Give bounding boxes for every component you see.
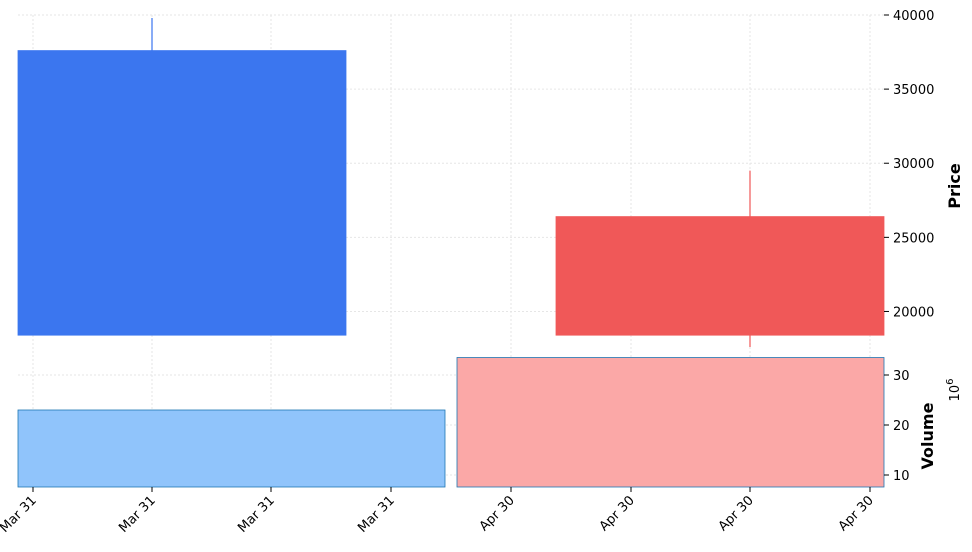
- volume-exponent-label: 106: [945, 379, 963, 402]
- volume-bar-0: [17, 409, 446, 488]
- price-tick-label-1: 25000: [893, 231, 934, 246]
- candle-body-1: [555, 216, 885, 336]
- volume-bar-1: [456, 357, 885, 488]
- price-tick-label-4: 40000: [893, 9, 934, 24]
- x-tick-label-1: Mar 31: [116, 493, 159, 536]
- volume-tick-label-0: 10: [893, 469, 910, 484]
- volume-axis-label: Volume: [918, 402, 937, 469]
- price-axis-label: Price: [945, 163, 964, 209]
- volume-tick-label-2: 30: [893, 369, 910, 384]
- volume-exponent-base: 10: [948, 385, 963, 402]
- x-tick-label-5: Apr 30: [597, 493, 638, 534]
- volume-tick-label-1: 20: [893, 419, 910, 434]
- volume-exponent-power: 6: [945, 379, 956, 385]
- x-tick-label-7: Apr 30: [836, 493, 877, 534]
- x-tick-label-0: Mar 31: [0, 493, 40, 536]
- volume-panel: [17, 357, 885, 488]
- x-tick-label-3: Mar 31: [355, 493, 398, 536]
- price-tick-label-2: 30000: [893, 157, 934, 172]
- candle-body-0: [17, 50, 347, 336]
- price-panel: [17, 17, 885, 348]
- price-tick-label-0: 20000: [893, 305, 934, 320]
- x-tick-label-6: Apr 30: [716, 493, 757, 534]
- x-tick-label-4: Apr 30: [477, 493, 518, 534]
- price-tick-label-3: 35000: [893, 83, 934, 98]
- x-tick-label-2: Mar 31: [235, 493, 278, 536]
